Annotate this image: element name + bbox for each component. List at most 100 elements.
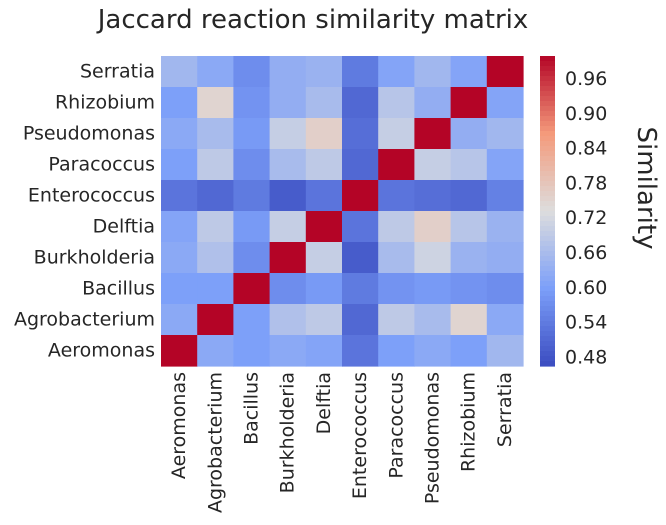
heatmap-cell [486,273,524,305]
heatmap-cell [161,149,198,181]
colorbar-segment [540,216,555,222]
colorbar-segment [540,81,555,87]
heatmap-cell [414,56,452,88]
heatmap-cell [161,273,198,305]
colorbar-segment [540,71,555,77]
colorbar-segment [540,306,555,312]
heatmap-cell [486,335,524,367]
heatmap-cell [414,149,452,181]
heatmap-cell [450,211,488,243]
colorbar-segment [540,101,555,107]
colorbar-segment [540,136,555,142]
heatmap-cell [414,211,452,243]
column-label: Agrobacterium [204,372,226,513]
heatmap-cell [450,180,488,212]
heatmap-cell [378,118,415,150]
heatmap-cell [450,273,488,305]
colorbar-segment [540,261,555,267]
colorbar-tick-labels: 0.48 0.54 0.60 0.66 0.72 0.78 0.84 0.90 0.96 [565,68,607,368]
column-label: Bacillus [241,372,263,445]
colorbar-segment [540,226,555,232]
heatmap-cell [486,118,524,150]
heatmap-cell [233,149,271,181]
colorbar-segment [540,126,555,132]
heatmap-cell [486,87,524,119]
row-label: Burkholderia [34,247,155,269]
colorbar-tick-label: 0.84 [565,138,607,160]
colorbar-segment [540,151,555,157]
colorbar-segment [540,346,555,352]
colorbar-segment [540,161,555,167]
colorbar-segment [540,61,555,67]
heatmap-cell [269,242,307,274]
row-label: Paracoccus [48,154,155,176]
heatmap-cell [414,180,452,212]
heatmap-cell [305,180,343,212]
heatmap-cell [486,304,524,336]
heatmap-cell [378,180,415,212]
heatmap-cell [197,180,234,212]
heatmap-cell [233,211,271,243]
colorbar-segment [540,111,555,117]
row-label: Bacillus [82,278,155,300]
colorbar-segment [540,266,555,272]
heatmap-cell [342,56,379,88]
heatmap-cell [269,335,307,367]
colorbar-tick-label: 0.96 [565,68,607,90]
row-label: Enterococcus [28,185,155,207]
chart-title: Jaccard reaction similarity matrix [96,5,529,35]
colorbar-segment [540,96,555,102]
colorbar-segment [540,336,555,342]
heatmap-cell [486,211,524,243]
colorbar-tick-label: 0.48 [565,346,607,368]
heatmap-cell [197,87,234,119]
colorbar-segment [540,356,555,362]
column-label: Serratia [494,372,516,447]
heatmap-cell [161,304,198,336]
column-label: Delftia [313,372,335,434]
heatmap-cell [269,118,307,150]
heatmap-cell [305,211,343,243]
colorbar-tick-label: 0.72 [565,207,607,229]
heatmap-cell [269,149,307,181]
colorbar-segment [540,311,555,317]
column-label: Enterococcus [349,372,371,499]
heatmap-cell [233,304,271,336]
heatmap-cell [378,149,415,181]
heatmap-cell [378,273,415,305]
colorbar-segment [540,211,555,217]
heatmap-cell [486,56,524,88]
row-label: Rhizobium [55,92,155,114]
colorbar-segment [540,171,555,177]
heatmap-cell [342,211,379,243]
heatmap-cell [378,211,415,243]
row-label: Aeromonas [48,340,155,362]
colorbar-segment [540,156,555,162]
heatmap-cell [197,304,234,336]
colorbar-segment [540,351,555,357]
heatmap-cell [233,56,271,88]
row-label: Serratia [80,61,155,83]
heatmap-cell [342,304,379,336]
colorbar-segment [540,221,555,227]
colorbar-segment [540,326,555,332]
column-label: Burkholderia [277,372,299,493]
heatmap-cell [233,242,271,274]
heatmap-cell [342,118,379,150]
colorbar-segment [540,256,555,262]
colorbar-segment [540,116,555,122]
column-labels: Aeromonas Agrobacterium Bacillus Burkholder… [168,372,516,513]
heatmap-cell [197,273,234,305]
colorbar-segment [540,176,555,182]
heatmap-cell [342,335,379,367]
heatmap-cell [161,118,198,150]
colorbar-segment [540,321,555,327]
heatmap-cell [161,335,198,367]
heatmap-cell [305,56,343,88]
colorbar-segment [540,86,555,92]
colorbar-segment [540,121,555,127]
colorbar-segment [540,246,555,252]
colorbar-segment [540,146,555,152]
heatmap-cell [342,87,379,119]
heatmap-cell [269,273,307,305]
